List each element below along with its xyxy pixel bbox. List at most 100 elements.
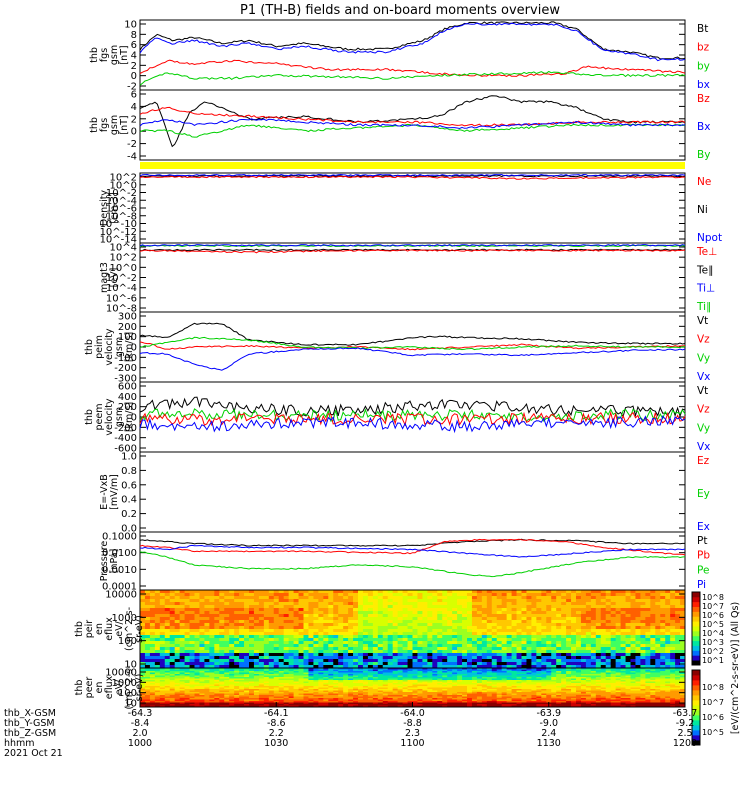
spectrogram-cell <box>561 611 567 615</box>
spectrogram-cell <box>179 635 185 639</box>
spectrogram-cell <box>576 653 582 657</box>
spectrogram-cell <box>303 602 309 606</box>
spectrogram-cell <box>620 684 626 687</box>
spectrogram-cell <box>358 623 364 627</box>
spectrogram-cell <box>590 650 597 654</box>
spectrogram-cell <box>521 659 527 663</box>
legend-entry: Vy <box>697 422 710 434</box>
spectrogram-cell <box>253 638 260 642</box>
spectrogram-cell <box>253 599 260 603</box>
spectrogram-cell <box>278 629 285 633</box>
spectrogram-cell <box>353 656 359 660</box>
spectrogram-cell <box>149 602 156 606</box>
spectrogram-cell <box>263 608 270 612</box>
spectrogram-cell <box>536 614 542 618</box>
spectrogram-cell <box>476 656 483 660</box>
spectrogram-cell <box>595 665 602 669</box>
spectrogram-cell <box>382 593 389 597</box>
spectrogram-cell <box>313 671 319 673</box>
spectrogram-cell <box>174 665 181 669</box>
spectrogram-cell <box>516 662 522 666</box>
spectrogram-cell <box>159 687 166 690</box>
spectrogram-cell <box>486 641 493 645</box>
spectrogram-cell <box>323 672 329 675</box>
spectrogram-cell <box>521 617 527 621</box>
spectrogram-cell <box>571 662 577 666</box>
spectrogram-cell <box>462 620 468 624</box>
spectrogram-cell <box>392 611 399 615</box>
spectrogram-cell <box>442 687 448 690</box>
spectrogram-cell <box>194 608 200 612</box>
spectrogram-cell <box>491 638 498 642</box>
spectrogram-cell <box>506 620 512 624</box>
series-line-by <box>139 70 686 86</box>
spectrogram-cell <box>417 641 423 645</box>
spectrogram-cell <box>159 599 166 603</box>
spectrogram-cell <box>595 659 602 663</box>
spectrogram-cell <box>199 669 205 672</box>
spectrogram-cell <box>501 678 508 681</box>
spectrogram-cell <box>501 659 508 663</box>
spectrogram-cell <box>462 677 468 679</box>
spectrogram-cell <box>605 680 612 682</box>
spectrogram-cell <box>566 635 572 639</box>
spectrogram-cell <box>640 672 646 675</box>
spectrogram-cell <box>397 680 403 682</box>
spectrogram-cell <box>551 641 557 645</box>
spectrogram-cell <box>447 678 453 681</box>
spectrogram-cell <box>372 678 379 681</box>
spectrogram-cell <box>159 617 166 621</box>
spectrogram-cell <box>427 677 433 679</box>
spectrogram-cell <box>362 596 369 600</box>
spectrogram-cell <box>536 669 542 672</box>
spectrogram-cell <box>521 672 527 675</box>
spectrogram-cell <box>506 692 512 694</box>
spectrogram-cell <box>353 641 359 645</box>
spectrogram-cell <box>387 593 394 597</box>
spectrogram-cell <box>298 675 304 678</box>
spectrogram-cell <box>655 644 661 648</box>
spectrogram-cell <box>447 617 453 621</box>
spectrogram-cell <box>590 681 597 684</box>
spectrogram-cell <box>308 677 314 679</box>
spectrogram-cell <box>372 692 379 694</box>
spectrogram-cell <box>397 593 403 597</box>
spectrogram-cell <box>516 605 522 609</box>
spectrogram-cell <box>283 677 290 679</box>
spectrogram-cell <box>610 626 617 630</box>
spectrogram-cell <box>412 687 418 690</box>
spectrogram-cell <box>199 686 205 688</box>
spectrogram-cell <box>481 653 488 657</box>
spectrogram-cell <box>551 599 557 603</box>
spectrogram-cell <box>268 656 275 660</box>
spectrogram-cell <box>476 671 483 673</box>
spectrogram-cell <box>551 690 557 693</box>
ytick-label: 10^-12 <box>100 227 137 238</box>
spectrogram-cell <box>595 690 602 693</box>
spectrogram-cell <box>189 653 195 657</box>
spectrogram-cell <box>164 653 171 657</box>
spectrogram-cell <box>313 608 319 612</box>
spectrogram-cell <box>283 602 290 606</box>
spectrogram-cell <box>442 686 448 688</box>
spectrogram-cell <box>194 683 200 685</box>
spectrogram-cell <box>293 605 299 609</box>
spectrogram-cell <box>258 593 265 597</box>
spectrogram-cell <box>585 681 592 684</box>
spectrogram-cell <box>536 653 542 657</box>
spectrogram-cell <box>253 644 260 648</box>
spectrogram-cell <box>288 641 294 645</box>
spectrogram-cell <box>229 656 235 660</box>
ylabel-line: [cm-3] <box>109 192 120 223</box>
spectrogram-cell <box>318 686 324 688</box>
spectrogram-cell <box>239 647 245 651</box>
spectrogram-cell <box>353 671 359 673</box>
ytick-label: 200 <box>118 402 137 413</box>
spectrogram-cell <box>590 671 597 673</box>
spectrogram-cell <box>358 653 364 657</box>
spectrogram-cell <box>338 656 344 660</box>
spectrogram-cell <box>467 647 473 651</box>
spectrogram-cell <box>427 680 433 682</box>
spectrogram-cell <box>278 677 285 679</box>
spectrogram-cell <box>387 626 394 630</box>
